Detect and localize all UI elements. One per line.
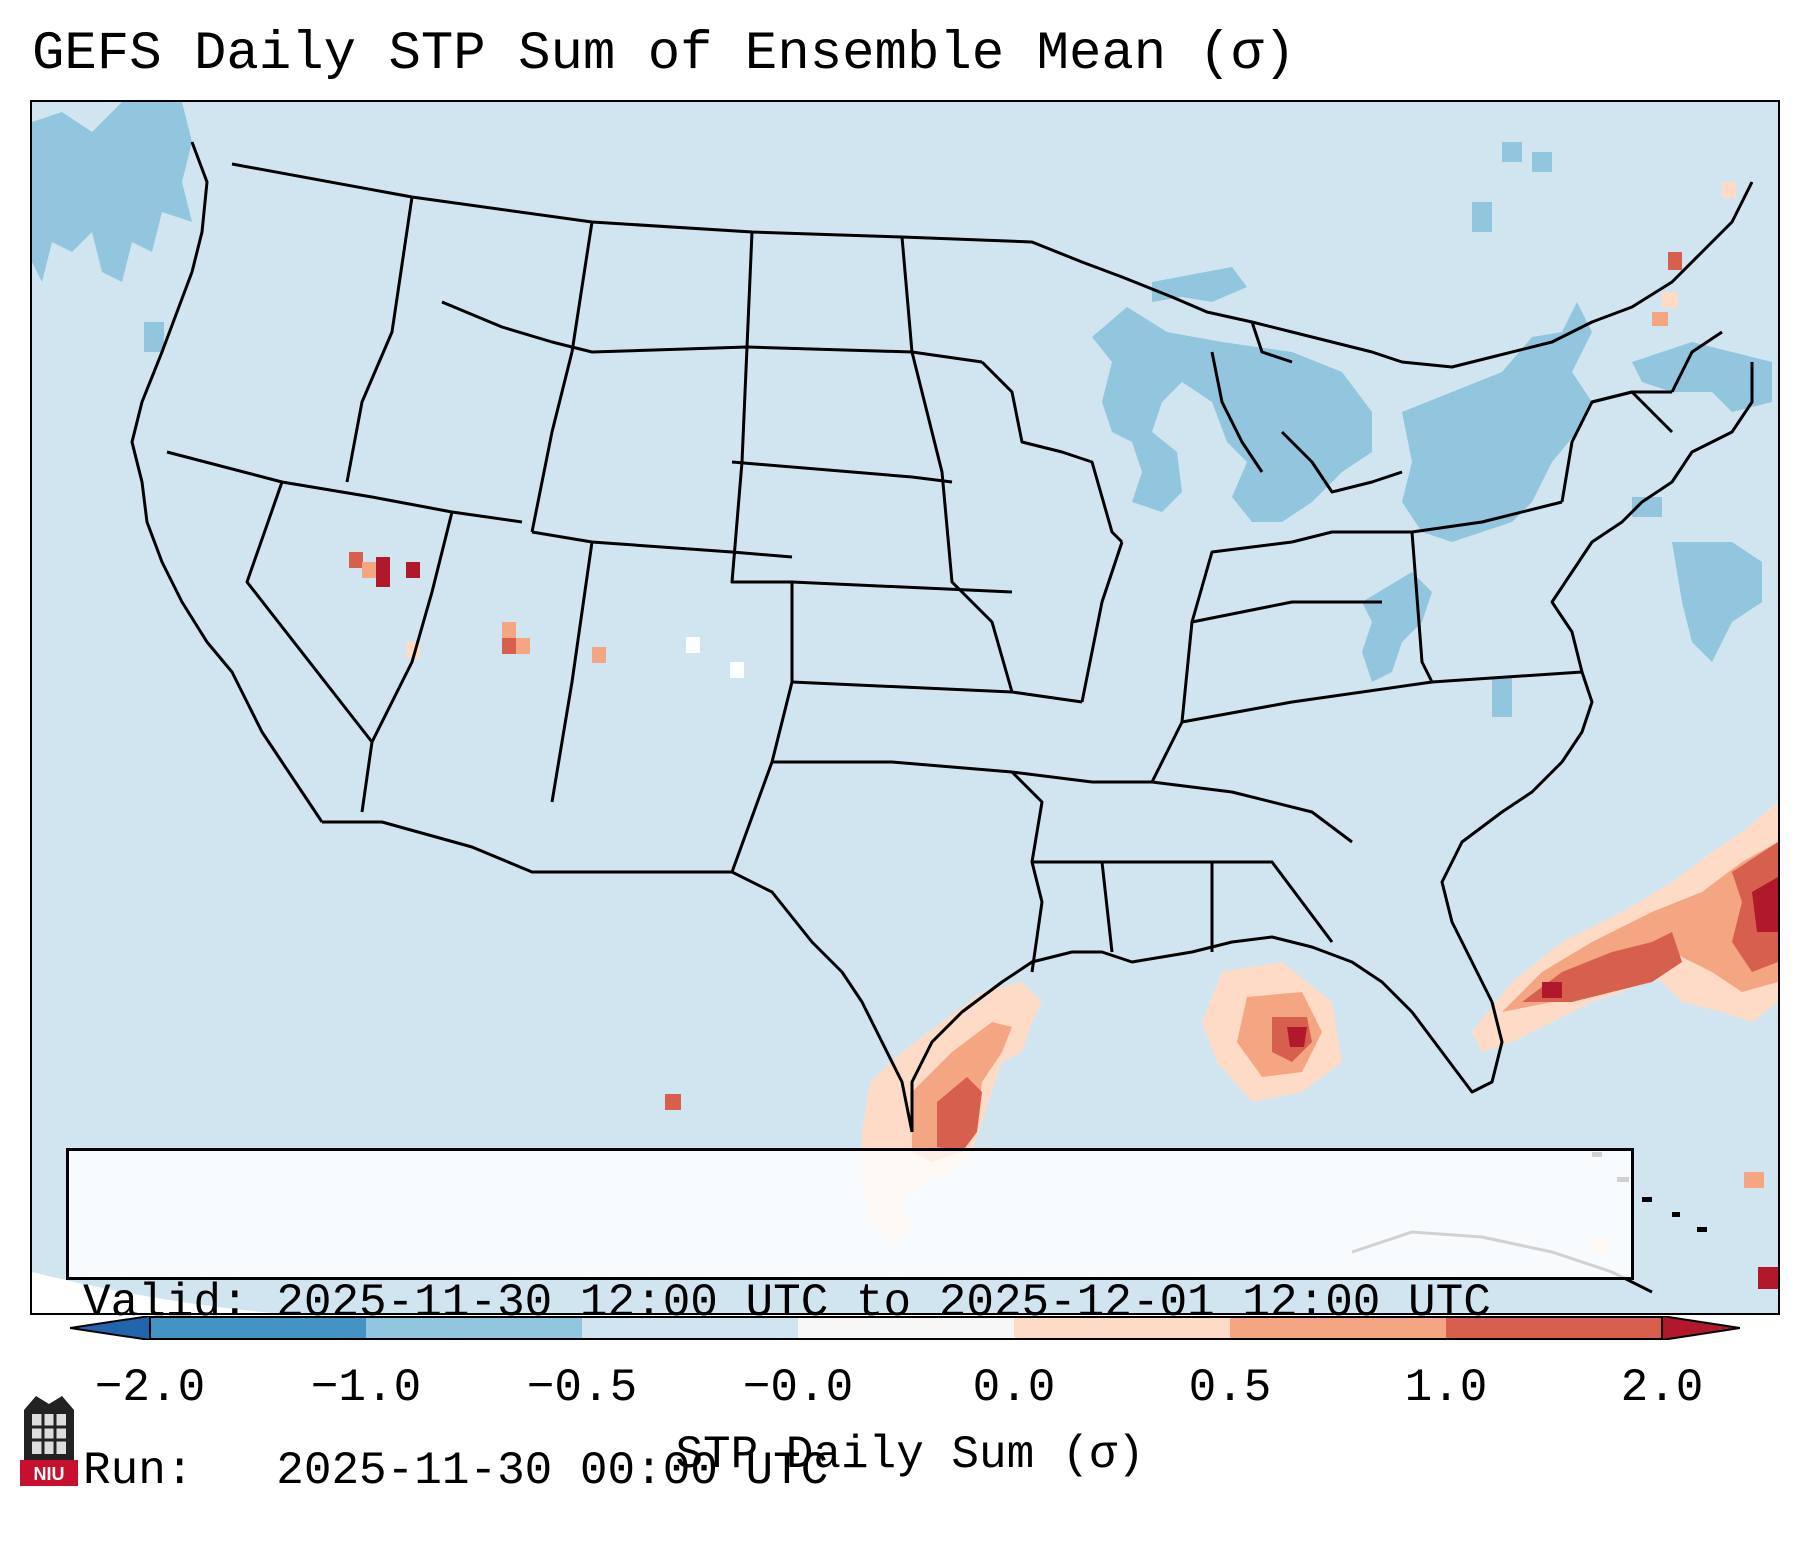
colorbar — [70, 1316, 1740, 1340]
colorbar-over-extend — [1662, 1316, 1740, 1340]
colorbar-axis-label: STP Daily Sum (σ) — [675, 1428, 1144, 1482]
valid-time-box: Valid: 2025-11-30 12:00 UTC to 2025-12-0… — [66, 1148, 1634, 1280]
colorbar-bin-neg2-neg1 — [150, 1316, 366, 1340]
colorbar-tick-label: −0.0 — [743, 1362, 853, 1414]
colorbar-tick-label: −2.0 — [95, 1362, 205, 1414]
colorbar-tick-label: 2.0 — [1621, 1362, 1704, 1414]
niu-logo: NIU — [18, 1390, 80, 1490]
map-panel — [30, 100, 1780, 1315]
colorbar-bin-0 — [798, 1316, 1014, 1340]
colorbar-tick-label: 1.0 — [1405, 1362, 1488, 1414]
map-svg — [32, 102, 1778, 1313]
colorbar-under-extend — [70, 1316, 150, 1340]
colorbar-bin-neg1-neg05 — [366, 1316, 582, 1340]
chart-title: GEFS Daily STP Sum of Ensemble Mean (σ) — [32, 22, 1296, 88]
colorbar-tick-label: −1.0 — [311, 1362, 421, 1414]
colorbar-bin-05-1 — [1230, 1316, 1446, 1340]
colorbar-bin-0-05 — [1014, 1316, 1230, 1340]
colorbar-tick-label: 0.5 — [1189, 1362, 1272, 1414]
colorbar-bin-neg05-0 — [582, 1316, 798, 1340]
colorbar-tick-label: 0.0 — [973, 1362, 1056, 1414]
colorbar-bin-1-2 — [1446, 1316, 1662, 1340]
niu-logo-text: NIU — [34, 1464, 65, 1484]
colorbar-tick-label: −0.5 — [527, 1362, 637, 1414]
